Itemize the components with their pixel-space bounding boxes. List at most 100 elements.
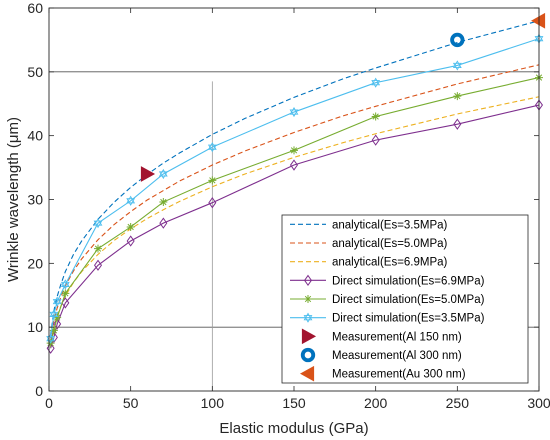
hexagram-marker: [49, 311, 59, 320]
hexagram-marker: [93, 220, 103, 229]
hexagram-marker: [371, 77, 381, 86]
hexagram-marker: [289, 106, 299, 115]
x-tick-label: 250: [446, 395, 470, 411]
series-line: [50, 20, 540, 336]
diamond-marker: [453, 118, 462, 130]
hexagram-marker: [60, 281, 70, 290]
tick-labels: 0 50 100 150 200 250 300 0 10 20 30 40 50 60: [27, 0, 550, 411]
series-line: [50, 104, 540, 349]
hexagram-marker: [126, 198, 136, 206]
y-tick-label: 0: [35, 383, 43, 399]
series-7: [450, 32, 465, 48]
hexagram-marker: [207, 142, 217, 150]
hexagram-marker: [452, 62, 462, 71]
hexagram-marker: [207, 144, 217, 153]
legend-item-2: analytical(Es=6.9MPa): [290, 257, 448, 269]
hexagram-marker: [93, 218, 103, 226]
legend-item-3: Direct simulation(Es=6.9MPa): [290, 274, 485, 287]
series-4: [46, 73, 543, 348]
x-tick-label: 50: [123, 395, 139, 411]
legend-item-0: analytical(Es=3.5MPa): [290, 219, 448, 231]
asterisk-marker: [453, 92, 462, 101]
asterisk-marker: [94, 244, 102, 253]
series-8: [530, 12, 546, 29]
asterisk-marker: [290, 146, 298, 155]
axes-layer: [48, 7, 540, 392]
diamond-marker: [126, 235, 135, 247]
x-axis-label: Elastic modulus (GPa): [219, 420, 368, 437]
legend-label: Direct simulation(Es=3.5MPa): [332, 313, 485, 325]
hexagram-marker: [158, 171, 168, 180]
legend-item-5: Direct simulation(Es=3.5MPa): [290, 312, 485, 325]
diamond-marker: [93, 259, 103, 271]
y-tick-label: 60: [27, 0, 43, 16]
triangle-right-marker: [140, 166, 156, 182]
diamond-marker: [46, 342, 55, 354]
ring-marker: [450, 32, 465, 48]
hexagram-marker: [52, 299, 62, 307]
y-tick-label: 40: [27, 128, 43, 144]
series-3: [46, 99, 544, 354]
legend-label: Measurement(Au 300 nm): [332, 369, 466, 381]
asterisk-marker: [159, 198, 168, 207]
diamond-marker: [53, 318, 62, 330]
triangle-right-marker: [301, 328, 317, 345]
hexagram-marker: [60, 279, 70, 287]
hexagram-marker: [371, 80, 381, 88]
legend-item-1: analytical(Es=5.0MPa): [290, 238, 448, 250]
x-tick-label: 0: [45, 395, 53, 411]
y-tick-label: 30: [27, 192, 43, 208]
triangle-left-marker: [299, 365, 315, 382]
legend-label: Direct simulation(Es=6.9MPa): [332, 275, 485, 287]
asterisk-marker: [208, 176, 217, 185]
legend-label: Measurement(Al 150 nm): [332, 331, 462, 343]
legend-label: analytical(Es=6.9MPa): [332, 257, 448, 269]
legend-item-7: Measurement(Al 300 nm): [300, 347, 462, 363]
series-layer: [46, 12, 546, 354]
series-1: [50, 64, 540, 342]
hexagram-marker: [126, 195, 136, 204]
legend-label: analytical(Es=3.5MPa): [332, 219, 448, 231]
asterisk-marker: [61, 289, 70, 298]
asterisk-marker: [49, 326, 58, 335]
legend-label: analytical(Es=5.0MPa): [332, 238, 448, 250]
x-tick-label: 300: [527, 395, 550, 411]
legend-label: Measurement(Al 300 nm): [332, 350, 462, 362]
y-axis-label: Wrinkle wavelength (μm): [5, 117, 22, 282]
x-tick-label: 200: [364, 395, 388, 411]
legend-item-4: Direct simulation(Es=5.0MPa): [290, 294, 485, 306]
x-tick-label: 150: [282, 395, 306, 411]
diamond-marker: [159, 217, 168, 229]
asterisk-marker: [304, 295, 312, 303]
diamond-marker: [208, 197, 217, 209]
hexagram-marker: [158, 168, 168, 177]
hexagram-marker: [52, 296, 62, 305]
y-tick-label: 10: [27, 319, 43, 335]
hexagram-marker: [303, 312, 313, 321]
asterisk-marker: [371, 112, 380, 121]
series-0: [50, 20, 540, 336]
legend-item-8: Measurement(Au 300 nm): [299, 365, 466, 382]
series-5: [46, 33, 544, 344]
triangle-left-marker: [530, 12, 546, 29]
legend: analytical(Es=3.5MPa) analytical(Es=5.0MP…: [281, 214, 529, 384]
diamond-marker: [303, 274, 313, 286]
asterisk-marker: [53, 313, 62, 322]
ring-marker: [300, 347, 316, 363]
legend-label: Direct simulation(Es=5.0MPa): [332, 294, 485, 306]
series-6: [140, 166, 156, 182]
hexagram-marker: [303, 315, 313, 323]
x-tick-label: 100: [201, 395, 225, 411]
diamond-marker: [371, 134, 380, 146]
legend-item-6: Measurement(Al 150 nm): [301, 328, 462, 345]
series-line: [50, 77, 540, 344]
hexagram-marker: [289, 109, 299, 118]
y-tick-label: 20: [27, 255, 43, 271]
asterisk-marker: [126, 222, 135, 231]
series-line: [50, 64, 540, 342]
diamond-marker: [289, 159, 299, 171]
hexagram-marker: [452, 60, 462, 69]
hexagram-marker: [49, 309, 59, 317]
